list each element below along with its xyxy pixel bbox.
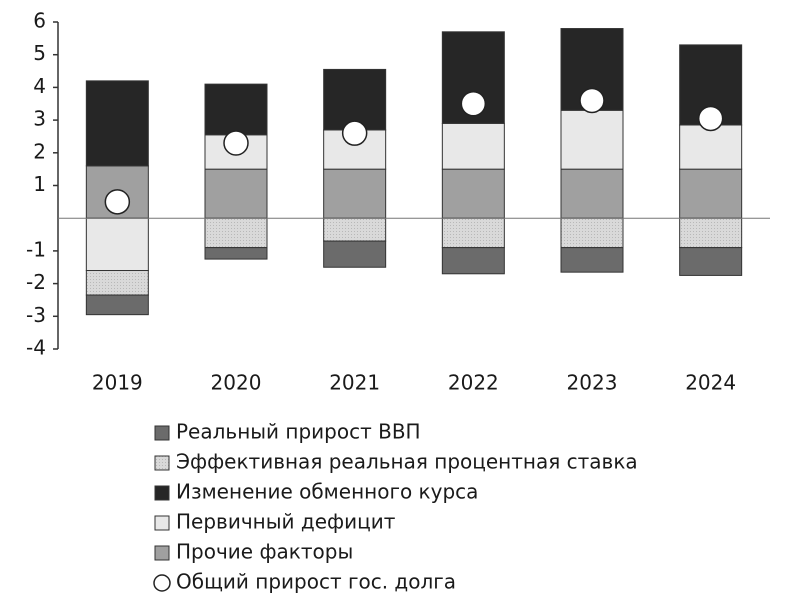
bar-segment bbox=[85, 294, 149, 316]
legend-marker bbox=[154, 455, 170, 471]
y-tick-label: -3 bbox=[26, 303, 46, 327]
legend-marker bbox=[153, 574, 171, 592]
legend-label: Прочие факторы bbox=[176, 540, 353, 564]
legend-marker bbox=[154, 545, 170, 561]
bar-segment bbox=[560, 109, 624, 170]
legend-label: Реальный прирост ВВП bbox=[176, 420, 421, 444]
bar-segment bbox=[441, 122, 505, 170]
total-marker bbox=[223, 130, 249, 156]
bar-segment bbox=[679, 124, 743, 170]
total-marker bbox=[341, 120, 368, 146]
legend-label: Общий прирост гос. долга bbox=[176, 570, 456, 594]
x-tick-label: 2021 bbox=[329, 371, 380, 395]
x-tick-label: 2020 bbox=[211, 371, 262, 395]
bar-segment bbox=[323, 68, 387, 131]
x-tick-label: 2022 bbox=[448, 371, 499, 395]
bar-segment bbox=[560, 217, 624, 249]
y-tick-label: 4 bbox=[33, 74, 46, 98]
bar-segment bbox=[85, 80, 149, 167]
bar-segment bbox=[560, 247, 624, 273]
total-marker bbox=[579, 87, 605, 114]
legend-marker bbox=[154, 425, 170, 441]
y-tick-label: 1 bbox=[33, 172, 46, 196]
bar-segment bbox=[441, 217, 505, 249]
y-tick-label: 2 bbox=[33, 139, 46, 163]
bar-segment bbox=[323, 217, 387, 242]
x-tick-label: 2024 bbox=[685, 371, 736, 395]
bar-segment bbox=[204, 168, 268, 219]
legend-marker bbox=[154, 485, 170, 501]
y-tick-label: -2 bbox=[26, 270, 46, 294]
bar-segment bbox=[204, 83, 268, 136]
bar-segment bbox=[679, 217, 743, 249]
total-marker bbox=[697, 105, 724, 132]
total-marker bbox=[460, 91, 487, 117]
bar-segment bbox=[679, 168, 743, 219]
bar-segment bbox=[441, 247, 505, 275]
y-tick-label: 3 bbox=[33, 107, 46, 131]
bar-segment bbox=[441, 168, 505, 219]
legend-marker bbox=[154, 515, 170, 531]
legend-label: Первичный дефицит bbox=[176, 510, 396, 534]
x-tick-label: 2019 bbox=[92, 371, 143, 395]
bar-segment bbox=[323, 168, 387, 219]
x-tick-label: 2023 bbox=[567, 371, 618, 395]
bar-segment bbox=[323, 240, 387, 268]
legend-label: Изменение обменного курса bbox=[176, 480, 478, 504]
y-tick-label: -1 bbox=[26, 237, 46, 261]
legend-label: Эффективная реальная процентная ставка bbox=[176, 450, 638, 474]
y-tick-label: 5 bbox=[33, 41, 46, 65]
bar-segment bbox=[85, 217, 149, 272]
bar-segment bbox=[679, 247, 743, 276]
y-tick-label: -4 bbox=[26, 336, 46, 360]
total-marker bbox=[104, 189, 131, 215]
bar-segment bbox=[204, 217, 268, 249]
bar-segment bbox=[560, 168, 624, 219]
y-tick-label: 6 bbox=[33, 9, 46, 33]
bar-segment bbox=[204, 247, 268, 260]
bar-segment bbox=[85, 270, 149, 296]
